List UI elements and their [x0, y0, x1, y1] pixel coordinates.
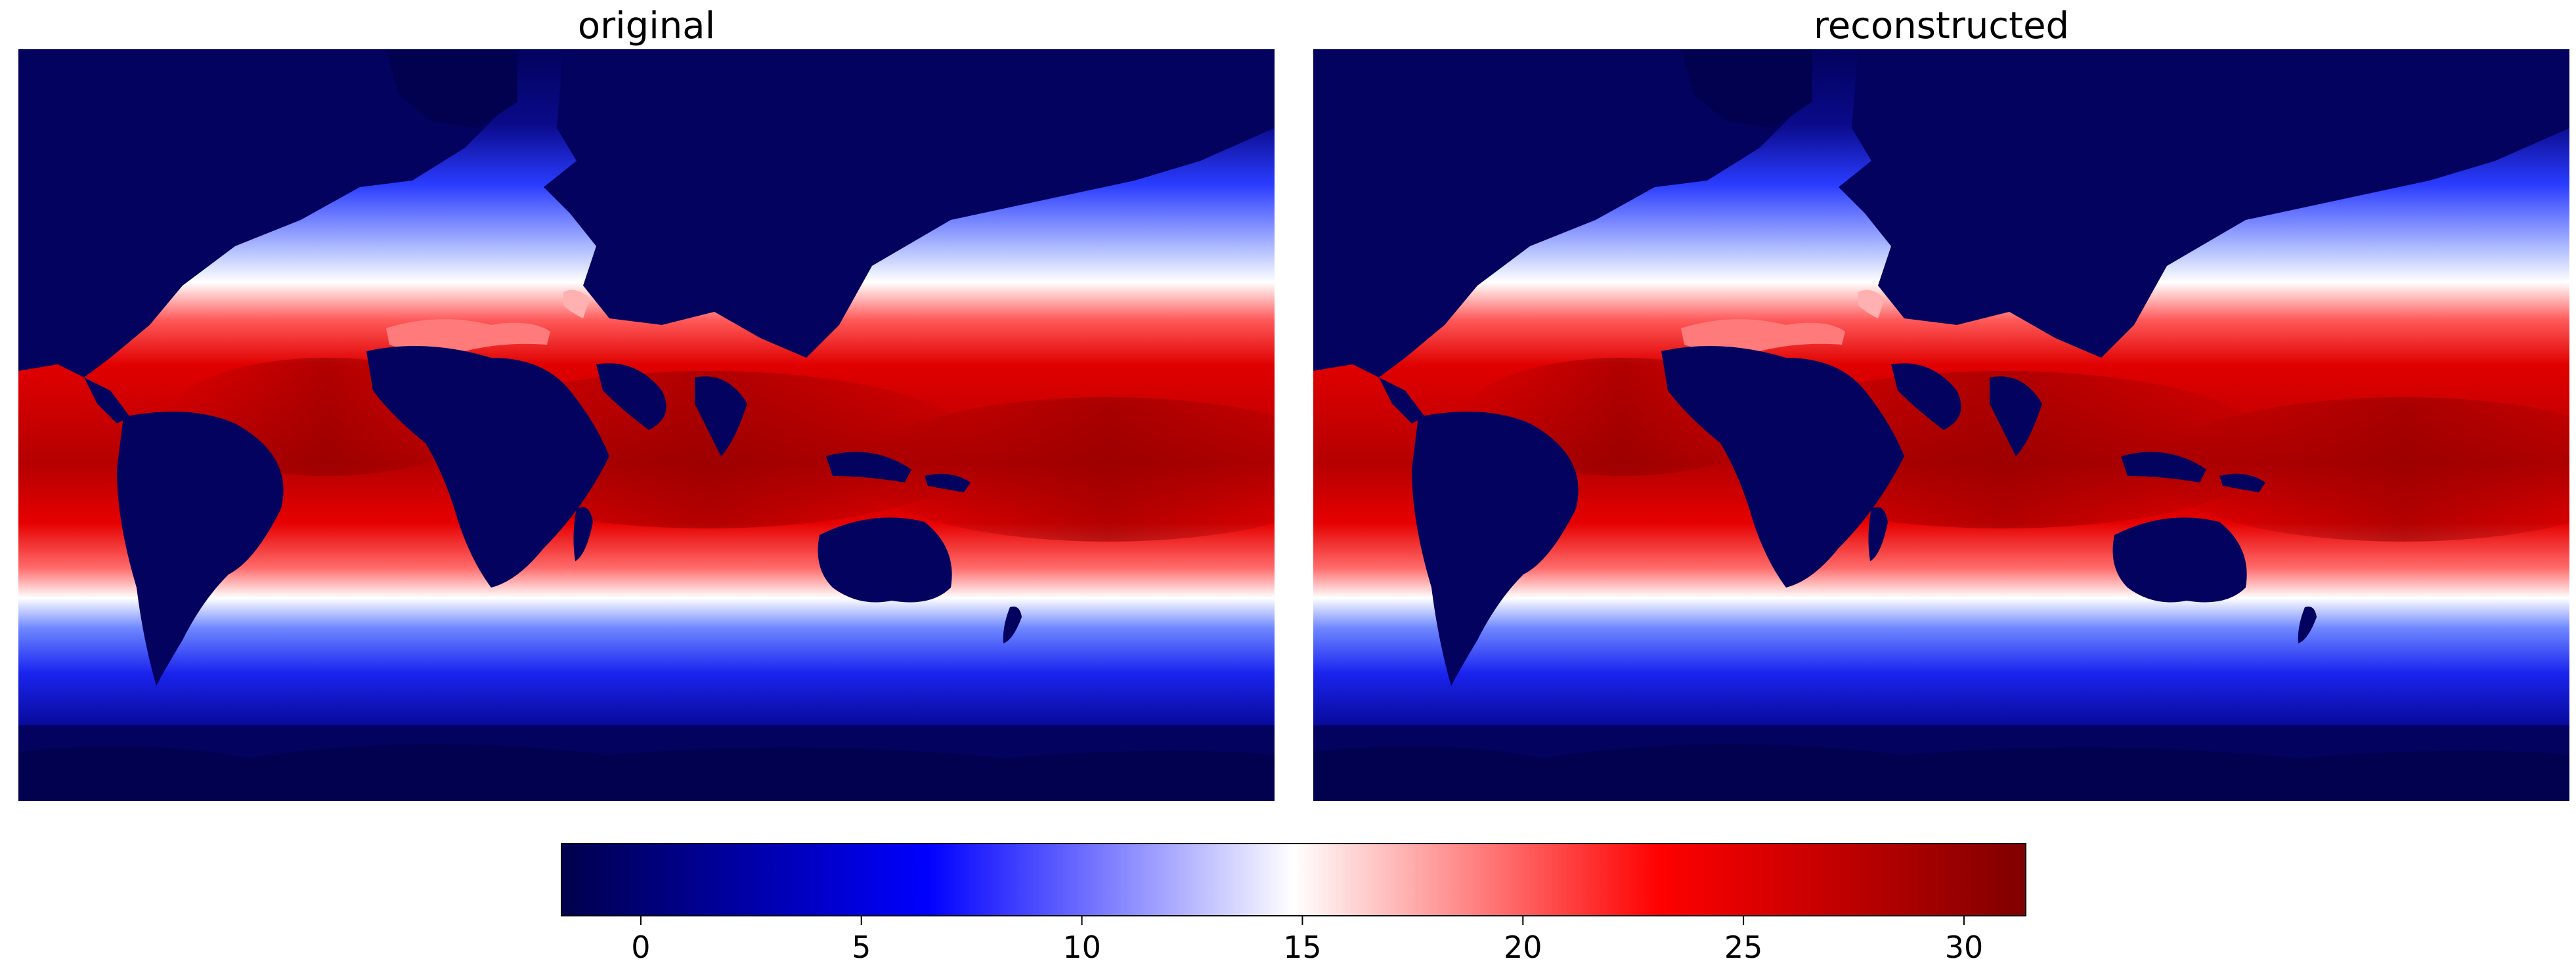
map-reconstructed: [1313, 49, 2569, 801]
colorbar-tick-label: 10: [1062, 930, 1101, 965]
panel-title-reconstructed: reconstructed: [1813, 5, 2070, 47]
colorbar-tick-label: 5: [852, 930, 871, 965]
colorbar-tick-label: 25: [1724, 930, 1763, 965]
panel-title-original: original: [577, 5, 716, 47]
map-original: [18, 49, 1275, 801]
colorbar-tick-label: 15: [1283, 930, 1322, 965]
colorbar-tick-label: 20: [1504, 930, 1542, 965]
colorbar-tick-label: 30: [1945, 930, 1984, 965]
colorbar-tick-label: 0: [631, 930, 650, 965]
colorbar-gradient: [561, 843, 2026, 916]
colorbar-ticks: 0 5 10 15 20 25 30: [631, 916, 1983, 965]
